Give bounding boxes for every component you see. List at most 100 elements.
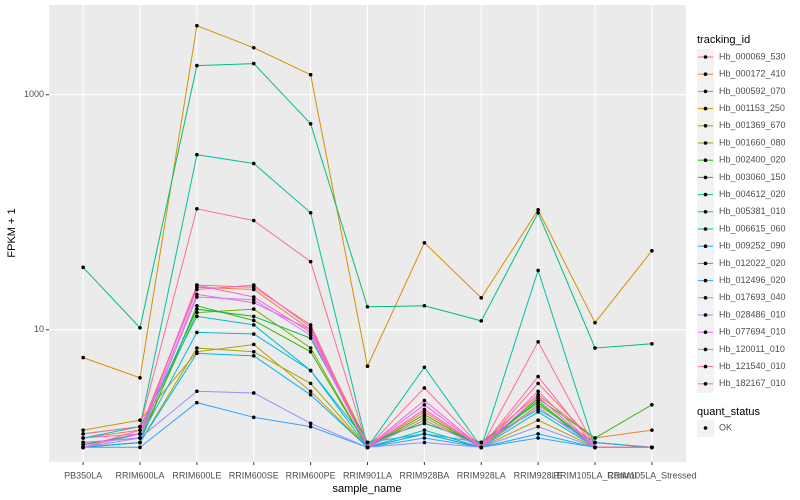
data-point — [81, 428, 85, 432]
data-point — [195, 389, 199, 394]
data-point — [422, 412, 427, 417]
data-point — [251, 307, 256, 311]
legend-title: tracking_id — [697, 34, 750, 46]
data-point — [251, 318, 256, 323]
legend-title: quant_status — [697, 406, 760, 418]
data-point — [195, 152, 199, 157]
data-point — [536, 400, 540, 405]
data-point — [251, 332, 256, 336]
data-point — [593, 440, 597, 445]
legend-point — [703, 192, 708, 197]
data-point — [251, 354, 256, 358]
data-point — [251, 415, 256, 420]
data-point — [422, 418, 427, 423]
data-point — [308, 368, 313, 373]
data-point — [138, 424, 142, 429]
legend-label: Hb_009252_090 — [719, 241, 786, 251]
data-point — [195, 63, 199, 68]
data-point — [195, 351, 199, 356]
data-point — [308, 389, 313, 394]
data-point — [251, 314, 256, 319]
data-point — [422, 421, 427, 426]
data-point — [479, 440, 484, 445]
data-point — [479, 319, 484, 323]
data-point — [251, 323, 256, 327]
data-point — [195, 295, 199, 299]
legend-label: Hb_001153_250 — [719, 103, 785, 113]
data-point — [308, 121, 313, 126]
data-point — [650, 445, 654, 450]
data-point — [365, 445, 370, 450]
data-point — [536, 389, 540, 394]
legend-point — [703, 244, 708, 248]
x-tick-label: RRIM105LA_Stressed — [607, 470, 697, 480]
data-point — [195, 346, 199, 350]
data-point — [536, 405, 540, 409]
data-point — [308, 381, 313, 386]
data-point — [650, 428, 654, 432]
data-point — [251, 218, 256, 223]
data-point — [422, 436, 427, 440]
legend-label: Hb_000069_530 — [719, 51, 786, 61]
legend-label: Hb_001660_080 — [719, 137, 786, 147]
data-point — [195, 330, 199, 335]
legend-point — [703, 106, 708, 111]
data-point — [195, 400, 199, 405]
data-point — [251, 391, 256, 395]
legend-label: OK — [719, 422, 732, 432]
data-point — [422, 428, 427, 432]
data-point — [138, 432, 142, 436]
data-point — [251, 297, 256, 302]
data-point — [195, 23, 199, 28]
data-point — [81, 355, 85, 360]
legend-label: Hb_182167_010 — [719, 378, 786, 388]
legend-label: Hb_005381_010 — [719, 206, 786, 216]
data-point — [536, 268, 540, 273]
data-point — [308, 259, 313, 264]
data-point — [422, 403, 427, 407]
data-point — [422, 440, 427, 445]
data-point — [195, 287, 199, 292]
data-point — [308, 421, 313, 426]
data-point — [422, 365, 427, 370]
legend-label: Hb_001369_670 — [719, 120, 786, 130]
legend-point — [703, 382, 708, 386]
legend-point — [703, 89, 708, 94]
legend-label: Hb_077694_010 — [719, 327, 786, 337]
legend-point — [703, 296, 708, 300]
data-point — [536, 381, 540, 386]
data-point — [365, 440, 370, 445]
legend-label: Hb_003060_150 — [719, 172, 786, 182]
legend-label: Hb_000172_410 — [719, 69, 786, 79]
legend-point — [703, 313, 708, 317]
data-point — [251, 300, 256, 305]
data-point — [308, 424, 313, 429]
data-point — [422, 398, 427, 403]
x-axis-title: sample_name — [332, 483, 401, 495]
data-point — [422, 303, 427, 308]
data-point — [81, 432, 85, 436]
data-point — [365, 304, 370, 309]
data-point — [195, 303, 199, 308]
data-point — [195, 314, 199, 319]
data-point — [650, 341, 654, 346]
legend-point — [703, 158, 708, 162]
data-point — [422, 415, 427, 420]
legend-label: Hb_121540_010 — [719, 361, 786, 371]
data-point — [536, 410, 540, 414]
data-point — [536, 374, 540, 379]
data-point — [195, 207, 199, 211]
y-axis-title: FPKM + 1 — [6, 208, 18, 257]
x-tick-label: RRIM600LA — [115, 470, 164, 480]
legend-point — [703, 261, 708, 266]
data-point — [251, 61, 256, 66]
data-point — [308, 327, 313, 332]
x-tick-label: PB350LA — [64, 470, 102, 480]
legend-point — [703, 175, 708, 180]
legend-point — [703, 278, 708, 283]
data-point — [308, 72, 313, 77]
data-point — [536, 424, 540, 429]
data-point — [479, 296, 484, 300]
x-tick-label: RRIM600LE — [172, 470, 221, 480]
data-point — [536, 394, 540, 399]
